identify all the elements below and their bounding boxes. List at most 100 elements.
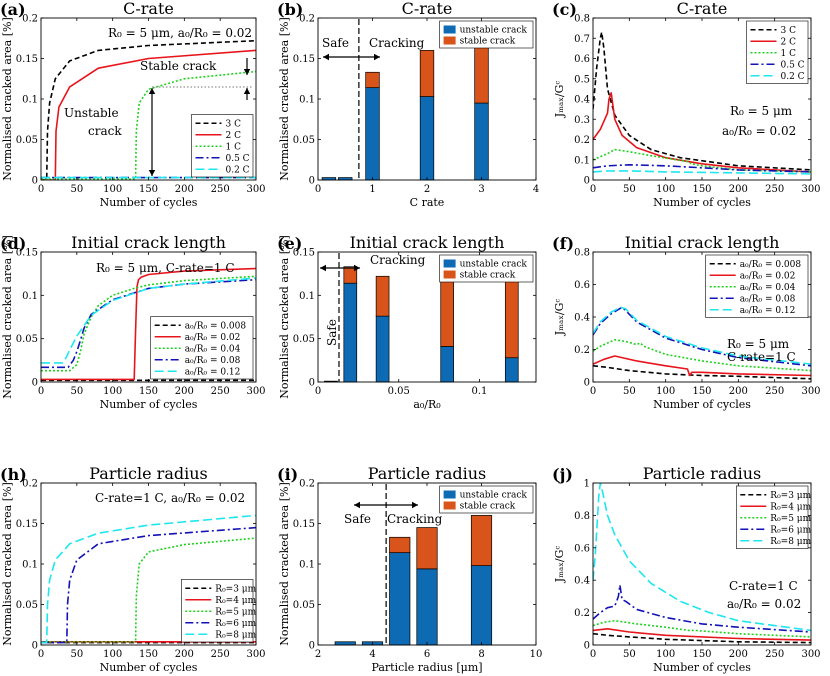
annotation-text: Stable crack bbox=[140, 59, 217, 73]
x-tick-label: 300 bbox=[246, 184, 265, 195]
x-tick-label: 6 bbox=[424, 649, 430, 660]
x-tick-label: 0.05 bbox=[388, 386, 410, 397]
x-tick-label: 250 bbox=[765, 649, 784, 660]
x-tick-label: 200 bbox=[175, 649, 194, 660]
panel-title: C-rate bbox=[123, 0, 174, 18]
x-tick-label: 100 bbox=[656, 649, 675, 660]
y-axis-label: Jₘₐₓ/Gᶜ bbox=[553, 546, 566, 584]
y-tick-label: 0.2 bbox=[22, 479, 38, 490]
x-tick-label: 200 bbox=[729, 649, 748, 660]
legend-label: R₀=6 μm bbox=[770, 525, 811, 535]
series-line-1 bbox=[41, 39, 256, 180]
annotation-text: a₀/R₀ = 0.02 bbox=[727, 597, 801, 611]
unstable-bar bbox=[440, 346, 454, 383]
unstable-bar bbox=[365, 87, 380, 181]
panel-b: 0 0.05 0.1 0.15 0.2 0 1 2 3 4 C rate Normalised cra… bbox=[277, 0, 539, 209]
y-tick-label: 0.2 bbox=[299, 14, 315, 25]
y-tick-label: 0.4 bbox=[574, 95, 590, 106]
legend-label: 1 C bbox=[781, 49, 797, 59]
y-tick-label: 0.8 bbox=[574, 248, 590, 259]
x-tick-label: 4 bbox=[369, 649, 375, 660]
panel-i: 0 0.05 0.1 0.15 0.2 2 4 6 8 10 Particle radius [μm… bbox=[277, 464, 542, 674]
series-line-3 bbox=[41, 275, 256, 372]
x-tick-label: 200 bbox=[175, 386, 194, 397]
x-tick-label: 300 bbox=[801, 184, 820, 195]
y-tick-label: 0.3 bbox=[574, 115, 590, 126]
series-line-5 bbox=[593, 306, 811, 365]
x-tick-label: 8 bbox=[478, 649, 484, 660]
x-tick-label: 200 bbox=[175, 184, 194, 195]
x-tick-label: 150 bbox=[139, 184, 158, 195]
unstable-bar bbox=[474, 102, 489, 181]
y-tick-label: 0.1 bbox=[299, 95, 315, 106]
annotation-text: a₀/R₀ = 0.02 bbox=[722, 124, 796, 138]
arrow-head bbox=[412, 501, 418, 509]
unstable-bar bbox=[389, 552, 411, 646]
x-tick-label: 0 bbox=[590, 649, 596, 660]
y-tick-label: 0.15 bbox=[293, 248, 315, 259]
y-tick-label: 0.8 bbox=[574, 14, 590, 25]
legend-label: R₀=5 μm bbox=[215, 607, 256, 617]
y-tick-label: 0.05 bbox=[293, 600, 315, 611]
series-line-5 bbox=[593, 170, 811, 175]
y-axis-label: Normalised cracked area [%] bbox=[1, 235, 14, 399]
y-tick-label: 0.2 bbox=[299, 479, 315, 490]
panel-letter: (f) bbox=[552, 234, 574, 253]
x-tick-label: 1 bbox=[369, 184, 375, 195]
legend-label: 3 C bbox=[781, 26, 797, 36]
series-line-3 bbox=[41, 70, 256, 180]
x-tick-label: 100 bbox=[656, 184, 675, 195]
panel-title: C-rate bbox=[677, 0, 728, 18]
annotation-text: C-rate=1 C bbox=[729, 579, 798, 593]
annotation-text: R₀ = 5 μm bbox=[730, 104, 793, 118]
arrow-head bbox=[374, 53, 380, 61]
legend-label: 1 C bbox=[226, 142, 242, 152]
legend-label: 0.2 C bbox=[226, 165, 250, 175]
y-tick-label: 0 bbox=[584, 641, 590, 652]
x-tick-label: 50 bbox=[623, 386, 636, 397]
x-tick-label: 100 bbox=[103, 649, 122, 660]
series-line-1 bbox=[593, 632, 811, 644]
panel-letter: (d) bbox=[0, 234, 26, 253]
stable-bar bbox=[343, 266, 358, 284]
x-axis-label: Number of cycles bbox=[100, 196, 198, 209]
x-tick-label: 2 bbox=[424, 184, 430, 195]
y-axis-label: Jₘₐₓ/Gᶜ bbox=[553, 81, 566, 119]
x-tick-label: 300 bbox=[246, 386, 265, 397]
panel-letter: (c) bbox=[552, 0, 577, 19]
series-line-3 bbox=[593, 148, 811, 173]
panel-title: Particle radius bbox=[368, 464, 486, 483]
x-tick-label: 300 bbox=[246, 649, 265, 660]
series-line-2 bbox=[593, 355, 811, 377]
x-tick-label: 50 bbox=[70, 649, 83, 660]
unstable-bar bbox=[375, 315, 390, 383]
x-tick-label: 0 bbox=[38, 386, 44, 397]
panel-e: 0 0.05 0.1 0.15 0 0.05 0.1 a₀/R₀ Normalised crac… bbox=[277, 233, 537, 411]
x-axis-label: Number of cycles bbox=[653, 196, 751, 209]
series-line-5 bbox=[41, 277, 256, 364]
stable-bar bbox=[389, 536, 411, 554]
annotation-text: Safe bbox=[325, 319, 339, 346]
x-tick-label: 50 bbox=[70, 184, 83, 195]
x-tick-label: 150 bbox=[139, 649, 158, 660]
annotation-text: crack bbox=[88, 124, 122, 138]
y-tick-label: 0.1 bbox=[574, 155, 590, 166]
x-tick-label: 0 bbox=[38, 184, 44, 195]
y-tick-label: 0.05 bbox=[293, 334, 315, 345]
legend-label: unstable crack bbox=[460, 26, 528, 36]
x-axis-label: Particle radius [μm] bbox=[371, 661, 482, 674]
y-tick-label: 0.05 bbox=[16, 334, 38, 345]
x-tick-label: 0 bbox=[590, 184, 596, 195]
legend-label: a₀/R₀ = 0.008 bbox=[185, 321, 247, 331]
series-line-5 bbox=[41, 514, 256, 644]
legend-swatch bbox=[443, 490, 456, 499]
legend-label: R₀=3 μm bbox=[770, 491, 811, 501]
y-tick-label: 0.1 bbox=[299, 291, 315, 302]
x-tick-label: 100 bbox=[103, 184, 122, 195]
annotation-text: R₀ = 5 μm, C-rate=1 C bbox=[96, 261, 235, 275]
legend-label: a₀/R₀ = 0.008 bbox=[740, 260, 802, 270]
